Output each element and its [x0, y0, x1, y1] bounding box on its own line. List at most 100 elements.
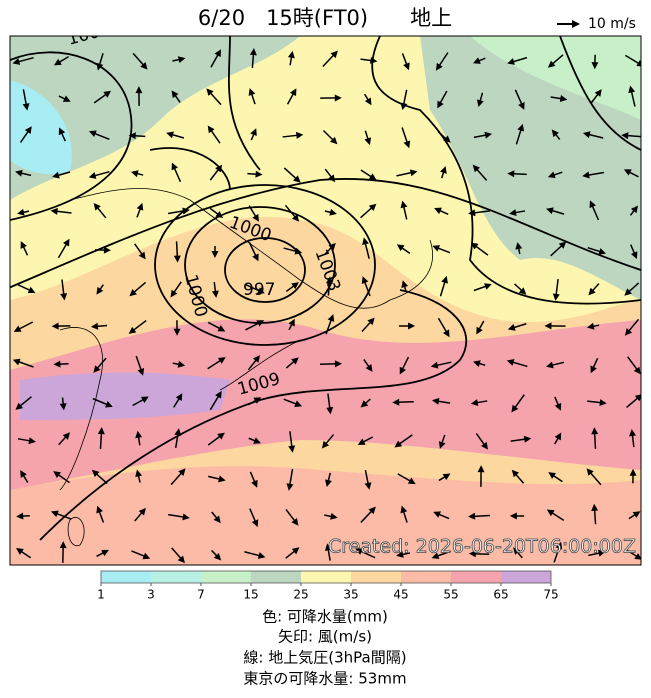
wind-arrowhead [291, 282, 299, 290]
wind-arrowhead [286, 483, 294, 491]
pw-area [20, 372, 230, 420]
wind-arrowhead [288, 318, 295, 327]
wind-arrowhead [214, 49, 222, 58]
wind-arrowhead [252, 213, 259, 222]
wind-arrowhead [623, 169, 632, 176]
wind-arrowhead [484, 131, 493, 139]
wind-arrowhead [325, 479, 332, 487]
wind-arrowhead [296, 131, 304, 139]
wind-arrowhead [589, 200, 596, 209]
colorbar-segment [401, 571, 451, 583]
wind-arrowhead [470, 242, 479, 250]
wind-arrowhead [517, 123, 525, 132]
wind-arrowhead [334, 360, 342, 368]
wind-arrowhead [138, 507, 146, 516]
wind-arrowhead [370, 56, 378, 64]
wind-arrowhead [591, 427, 599, 435]
isobar [10, 36, 641, 305]
colorbar-tick-label: 35 [343, 588, 358, 602]
isobar [10, 178, 641, 289]
wind-arrowhead [211, 290, 219, 298]
wind-arrowhead [12, 358, 21, 366]
wind-arrowhead [506, 359, 515, 366]
wind-arrowhead [28, 437, 36, 445]
wind-arrowhead [507, 170, 515, 178]
wind-arrowhead [511, 469, 520, 478]
wind-arrowhead [435, 62, 443, 71]
map-area: 1000 1003 1000 997 1009 100 Created: 202… [10, 36, 641, 565]
wind-arrowhead [256, 287, 265, 294]
wind-arrowhead [599, 399, 607, 407]
wind-arrowhead [182, 207, 190, 215]
wind-arrowhead [287, 50, 295, 59]
wind-arrowhead [173, 255, 181, 263]
colorbar-tick-label: 65 [493, 588, 508, 602]
wind-arrowhead [257, 552, 266, 559]
wind-arrowhead [13, 325, 22, 332]
wind-arrowhead [360, 400, 369, 408]
wind-arrowhead [252, 253, 259, 262]
wind-arrowhead [368, 203, 377, 211]
wind-arrowhead [103, 90, 112, 98]
created-stamp: Created: 2026-06-20T06:00:00Z [328, 536, 636, 558]
wind-arrowhead [523, 435, 532, 443]
colorbar-segment [151, 571, 201, 583]
wind-arrowhead [364, 137, 372, 146]
wind-arrowhead [135, 86, 143, 94]
wind-arrowhead [476, 326, 483, 335]
wind-arrowhead [50, 510, 59, 518]
wind-arrowhead [51, 322, 59, 330]
wind-arrowhead [518, 102, 525, 110]
wind-arrowhead [215, 164, 223, 173]
wind-arrowhead [484, 283, 492, 290]
wind-arrowhead [256, 320, 265, 327]
wind-arrowhead [433, 511, 442, 518]
wind-arrowhead [218, 475, 226, 483]
wind-arrowhead [582, 131, 591, 139]
pw-area [470, 36, 641, 120]
isobar-label: 997 [243, 280, 275, 300]
wind-arrowhead [558, 241, 567, 249]
isobar [39, 289, 467, 541]
wind-arrowhead [400, 200, 408, 209]
wind-arrows [12, 48, 641, 564]
wind-arrowhead [178, 468, 186, 476]
wind-arrowhead [53, 58, 62, 66]
wind-arrowhead [409, 169, 418, 177]
wind-arrowhead [636, 60, 641, 67]
wind-arrowhead [629, 428, 637, 437]
wind-arrowhead [53, 360, 61, 368]
wind-arrowhead [477, 465, 485, 473]
wind-scale-arrowhead [572, 20, 580, 28]
wind-arrowhead [357, 438, 366, 445]
wind-arrowhead [591, 62, 599, 70]
wind-arrowhead [135, 469, 143, 478]
wind-arrowhead [291, 547, 300, 555]
wind-arrowhead [20, 241, 27, 249]
colorbar-segment [251, 571, 301, 583]
wind-arrowhead [289, 88, 297, 97]
wind-arrowhead [582, 171, 590, 179]
wind-arrowhead [594, 89, 602, 97]
wind-arrowhead [324, 543, 332, 551]
wind-arrowhead [138, 251, 146, 260]
legend-line: 東京の可降水量: 53mm [243, 670, 406, 688]
wind-arrowhead [177, 555, 185, 564]
wind-arrowhead [437, 100, 444, 109]
wind-arrowhead [251, 479, 258, 488]
wind-arrowhead [362, 237, 369, 246]
wind-arrowhead [544, 322, 552, 330]
wind-arrowhead [554, 432, 562, 441]
wind-arrowhead [509, 512, 517, 520]
wind-arrowhead [591, 503, 599, 512]
colorbar-tick-label: 3 [147, 588, 155, 602]
isobar [154, 184, 376, 346]
wind-arrowhead [368, 506, 376, 515]
wind-arrowhead [481, 441, 488, 450]
colorbar: 1 3 7 15 25 35 45 55 65 75 [97, 570, 559, 602]
wind-arrowhead [62, 432, 71, 440]
wind-arrowhead [293, 175, 301, 183]
wind-arrowhead [472, 164, 480, 173]
wind-arrowhead [249, 48, 257, 56]
